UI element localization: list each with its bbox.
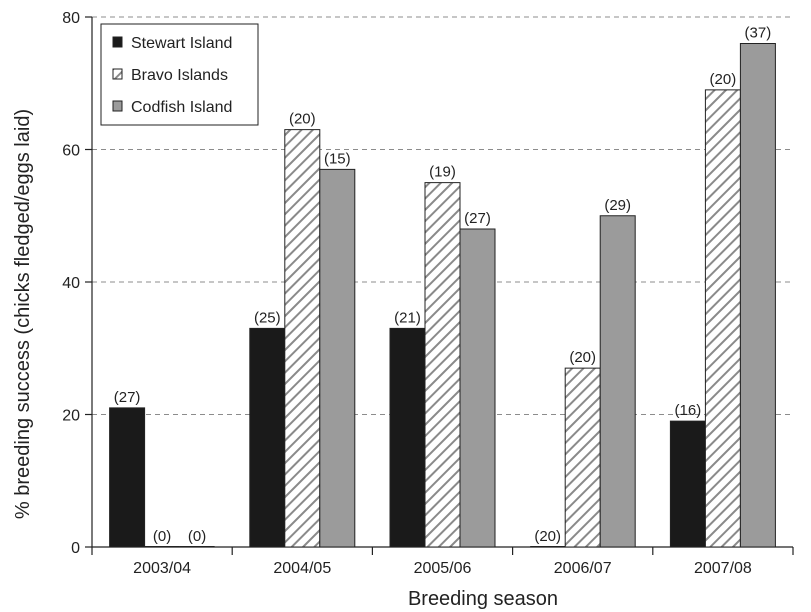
data-label: (27) bbox=[464, 210, 491, 227]
bar-codfish-island bbox=[739, 43, 776, 548]
bar-codfish-island bbox=[319, 168, 356, 548]
legend-swatch bbox=[112, 36, 123, 48]
data-label: (19) bbox=[429, 164, 456, 181]
bar-stewart-island bbox=[389, 327, 426, 548]
x-tick-label: 2004/05 bbox=[273, 560, 331, 577]
legend-label: Stewart Island bbox=[131, 35, 232, 52]
legend-label: Codfish Island bbox=[131, 99, 232, 116]
data-label: (37) bbox=[745, 25, 772, 42]
y-tick-label: 40 bbox=[62, 275, 80, 292]
bar-bravo-islands bbox=[424, 182, 461, 548]
data-label: (20) bbox=[569, 349, 596, 366]
bar-codfish-island bbox=[599, 215, 636, 548]
x-axis-title: Breeding season bbox=[408, 588, 558, 610]
data-label: (0) bbox=[188, 528, 206, 545]
legend-swatch bbox=[112, 100, 123, 112]
bar-codfish-island bbox=[459, 228, 496, 548]
data-label: (20) bbox=[534, 528, 561, 545]
data-label: (27) bbox=[114, 389, 141, 406]
y-tick-label: 0 bbox=[71, 540, 80, 557]
data-label: (20) bbox=[710, 71, 737, 88]
y-tick-label: 20 bbox=[62, 408, 80, 425]
y-tick-label: 60 bbox=[62, 143, 80, 160]
y-axis-title: % breeding success (chicks fledged/eggs … bbox=[12, 109, 34, 519]
legend-swatch bbox=[112, 68, 123, 80]
data-label: (21) bbox=[394, 309, 421, 326]
bar-stewart-island bbox=[109, 407, 146, 548]
x-tick-label: 2005/06 bbox=[414, 560, 472, 577]
data-label: (20) bbox=[289, 111, 316, 128]
data-label: (16) bbox=[675, 402, 702, 419]
bar-bravo-islands bbox=[284, 129, 321, 548]
x-tick-label: 2006/07 bbox=[554, 560, 612, 577]
data-label: (15) bbox=[324, 150, 351, 167]
bar-stewart-island bbox=[669, 420, 706, 548]
axes: 0 20 40 60 80 2003/04 2004/05 2005/06 2006/07 200… bbox=[62, 10, 794, 577]
bars bbox=[109, 43, 776, 548]
x-tick-label: 2007/08 bbox=[694, 560, 752, 577]
data-label: (29) bbox=[604, 197, 631, 214]
legend-label: Bravo Islands bbox=[131, 67, 228, 84]
bar-bravo-islands bbox=[564, 367, 601, 548]
legend: Stewart Island Bravo Islands Codfish Islan… bbox=[100, 23, 259, 126]
bar-bravo-islands bbox=[704, 89, 741, 548]
data-label: (25) bbox=[254, 309, 281, 326]
y-tick-label: 80 bbox=[62, 10, 80, 27]
data-label: (0) bbox=[153, 528, 171, 545]
data-labels: (27) (0) (0) (25) (20) (15) (21) (19) (27) (20) (2… bbox=[114, 25, 771, 546]
legend-box bbox=[100, 23, 259, 126]
x-tick-label: 2003/04 bbox=[133, 560, 191, 577]
bar-stewart-island bbox=[249, 327, 286, 548]
